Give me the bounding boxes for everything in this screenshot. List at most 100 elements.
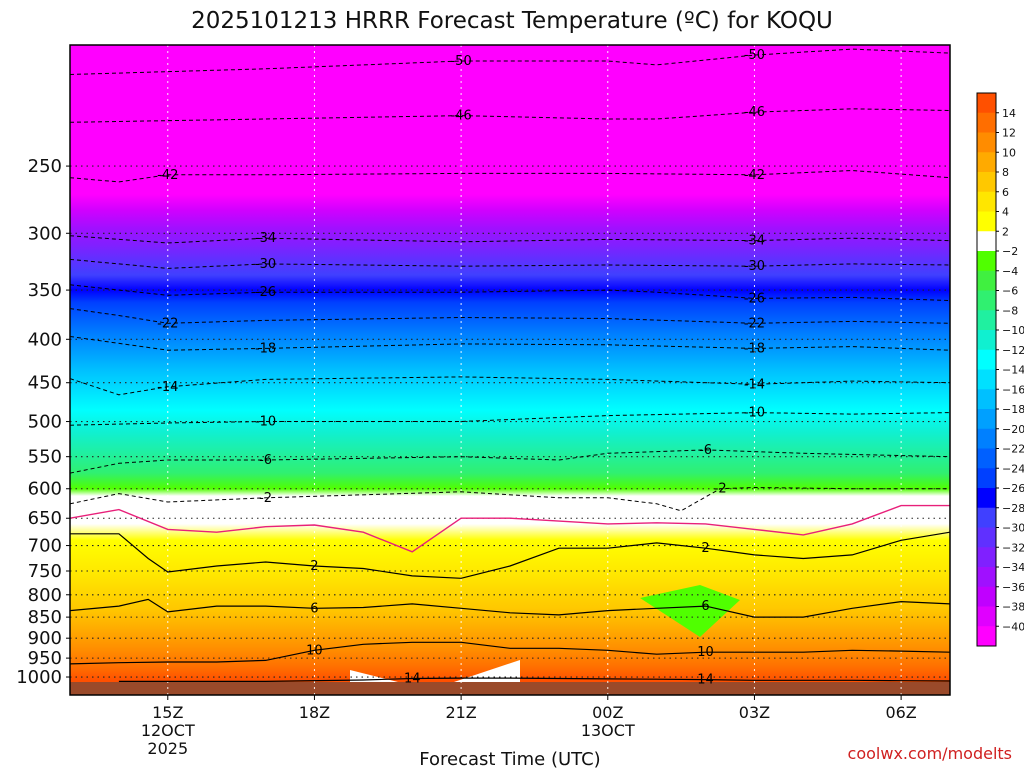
contour-label: -14 [157,380,178,395]
y-tick-label: 250 [28,156,62,177]
colorbar-label: −2 [1002,245,1018,258]
chart-title: 2025101213 HRRR Forecast Temperature (ºC… [191,8,833,34]
x-tick-label: 12OCT [141,721,195,740]
colorbar-label: −34 [1002,561,1024,574]
colorbar-swatch [977,448,996,469]
contour-label: 10 [306,643,323,658]
colorbar-swatch [977,290,996,311]
y-tick-label: 450 [28,373,62,394]
colorbar-label: −38 [1002,601,1024,614]
contour-label: -34 [255,231,276,246]
time-grid [167,45,902,695]
contour-label: -42 [157,168,178,183]
colorbar-swatch [977,112,996,133]
colorbar-label: −32 [1002,541,1024,554]
colorbar-swatch [977,191,996,212]
colorbar-label: −40 [1002,620,1024,633]
y-tick-label: 400 [28,329,62,350]
y-tick-label: 750 [28,561,62,582]
contour-label: -30 [744,259,765,274]
colorbar-label: −8 [1002,304,1018,317]
colorbar-label: −14 [1002,364,1024,377]
colorbar-label: 10 [1002,146,1016,159]
contour-line [70,108,950,123]
contour-line [70,531,950,579]
contour-label: -10 [255,415,276,430]
y-tick-label: 650 [28,508,62,529]
contour-label: 2 [701,541,709,556]
contour-line [70,598,950,618]
colorbar-swatch [977,586,996,607]
x-axis-label: Forecast Time (UTC) [419,749,600,768]
contour-label: -10 [744,406,765,421]
contour-label: 14 [404,671,421,686]
contour-label: -34 [744,234,765,249]
colorbar-swatch [977,626,996,647]
y-tick-label: 600 [28,479,62,500]
colorbar-label: −4 [1002,265,1018,278]
x-tick-label: 00Z [592,703,623,722]
contour-label: 6 [310,601,318,616]
contour-label: -42 [744,168,765,183]
colorbar-swatch [977,132,996,153]
contour-line [70,504,950,553]
colorbar-swatch [977,389,996,410]
x-tick-label: 21Z [445,703,476,722]
y-tick-label: 850 [28,607,62,628]
contour-label: -30 [255,257,276,272]
contour-line [70,308,950,324]
colorbar-label: −20 [1002,423,1024,436]
colorbar-label: 12 [1002,127,1016,140]
colorbar-swatch [977,93,996,114]
contour-label: -18 [744,341,765,356]
contour-line [70,258,950,269]
colorbar-swatch [977,231,996,252]
y-tick-label: 800 [28,585,62,606]
contour-label: 10 [697,645,714,660]
colorbar-label: −28 [1002,502,1024,515]
colorbar-swatch [977,527,996,548]
y-tick-label: 550 [28,447,62,468]
colorbar-label: −36 [1002,581,1024,594]
contour-label: 14 [697,673,714,688]
contour-label: 2 [310,559,318,574]
contour-line [70,48,950,75]
contour-label: -50 [450,54,471,69]
colorbar-swatch [977,468,996,489]
colorbar-label: −12 [1002,344,1024,357]
contour-label: -6 [699,443,712,458]
contour-label: -18 [255,341,276,356]
y-tick-label: 950 [28,648,62,669]
colorbar-label: −6 [1002,285,1018,298]
contour-label: -22 [157,316,178,331]
colorbar-label: −16 [1002,383,1024,396]
contour-label: -14 [744,377,765,392]
x-tick-label: 06Z [885,703,916,722]
contour-label: 6 [701,599,709,614]
colorbar-label: 8 [1002,166,1009,179]
temperature-field [70,45,950,695]
x-tick-label: 18Z [299,703,330,722]
colorbar-label: −10 [1002,324,1024,337]
contour-line [118,677,950,682]
contour-label: -46 [744,105,765,120]
contour-label: -6 [259,453,272,468]
contour-line [70,235,950,244]
contour-label: -46 [450,109,471,124]
colorbar-swatch [977,547,996,568]
y-axis-ticks: 2503003504004505005506006507007508008509… [16,156,70,688]
colorbar-label: −26 [1002,482,1024,495]
colorbar-label: 6 [1002,186,1009,199]
colorbar-label: −30 [1002,522,1024,535]
y-tick-label: 350 [28,280,62,301]
colorbar-swatch [977,428,996,449]
colorbar: 14 12 10 8 6 4 2 −2 −4 −6 −8 −10 −12 −14 −16 −18 −20 −22 −… [976,92,1024,647]
contour-line [70,169,950,183]
contour-label: -50 [744,48,765,63]
contour-line [70,284,950,301]
colorbar-swatch [977,507,996,528]
colorbar-label: 4 [1002,206,1009,219]
contour-line [70,376,950,396]
y-tick-label: 300 [28,223,62,244]
contour-lines: -50 -50-46 -46-42 -42-34 -34-30 -30-26 -26-22-… [70,48,950,688]
